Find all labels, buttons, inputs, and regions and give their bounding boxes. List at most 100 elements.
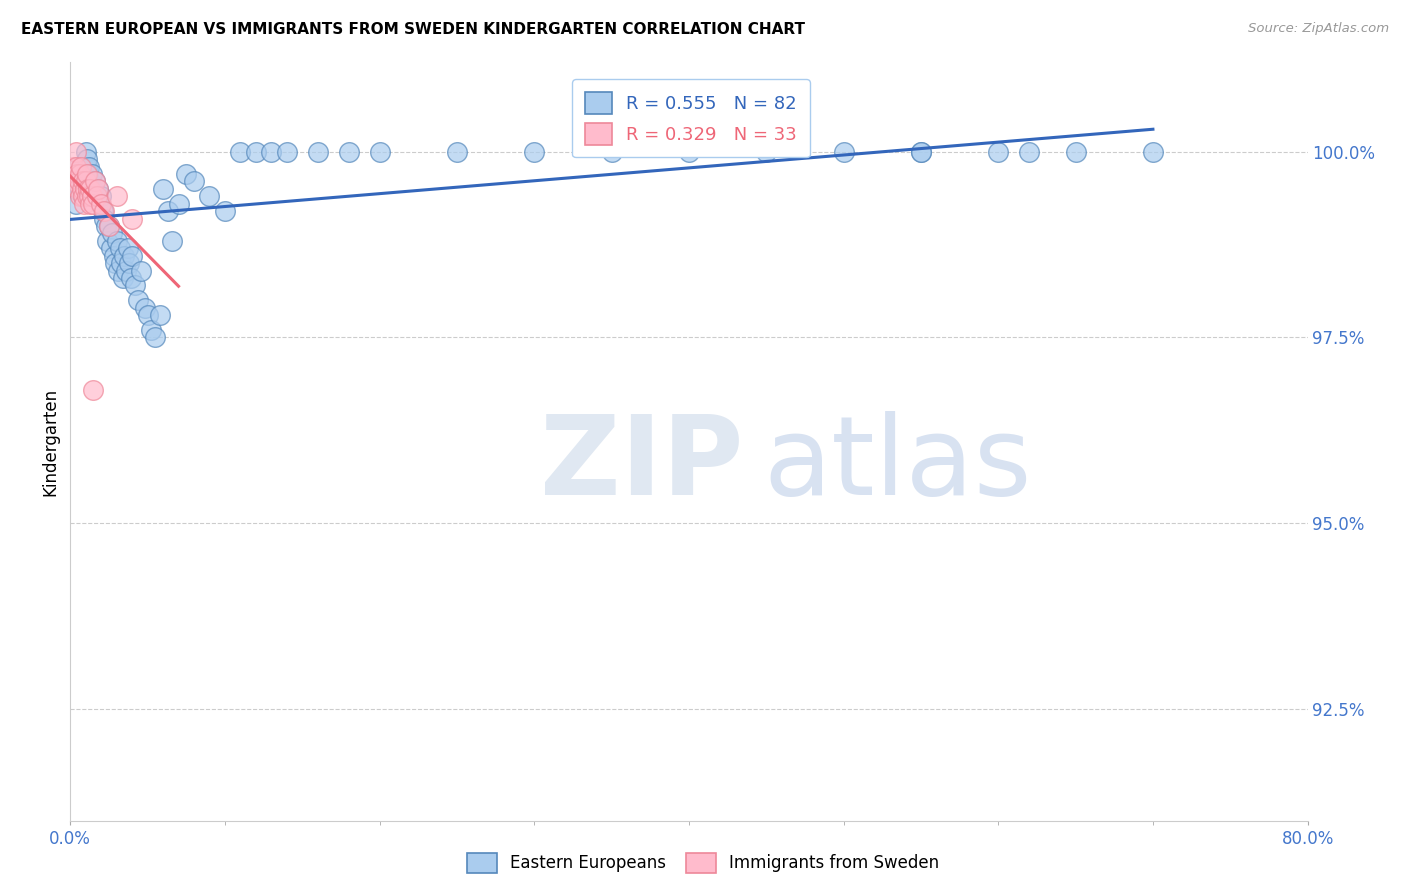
Point	[114, 249, 135, 263]
Point	[73, 182, 96, 196]
Point	[72, 174, 94, 188]
Point	[93, 211, 115, 226]
Point	[89, 196, 111, 211]
Point	[337, 145, 360, 159]
Point	[79, 174, 101, 188]
Point	[65, 160, 87, 174]
Point	[446, 145, 468, 159]
Point	[910, 145, 932, 159]
Point	[76, 189, 98, 203]
Point	[162, 234, 184, 248]
Point	[63, 182, 86, 196]
Point	[79, 196, 101, 211]
Point	[82, 182, 105, 196]
Point	[72, 189, 94, 203]
Text: Source: ZipAtlas.com: Source: ZipAtlas.com	[1249, 22, 1389, 36]
Point	[79, 182, 101, 196]
Point	[70, 160, 93, 174]
Point	[987, 145, 1010, 159]
Point	[121, 249, 143, 263]
Point	[98, 219, 120, 233]
Point	[120, 271, 142, 285]
Point	[73, 167, 96, 181]
Point	[368, 145, 391, 159]
Point	[156, 204, 179, 219]
Point	[910, 145, 932, 159]
Point	[260, 145, 283, 159]
Point	[69, 167, 91, 181]
Point	[70, 174, 93, 188]
Point	[72, 182, 94, 196]
Point	[755, 145, 778, 159]
Point	[139, 323, 162, 337]
Point	[67, 174, 90, 188]
Point	[80, 189, 103, 203]
Point	[76, 167, 98, 181]
Point	[104, 256, 127, 270]
Point	[105, 189, 128, 203]
Point	[117, 241, 139, 255]
Point	[131, 263, 153, 277]
Point	[70, 160, 93, 174]
Point	[167, 196, 190, 211]
Point	[149, 308, 172, 322]
Point	[229, 145, 252, 159]
Point	[183, 174, 205, 188]
Point	[87, 182, 110, 196]
Point	[84, 174, 107, 188]
Point	[63, 174, 86, 188]
Point	[105, 234, 128, 248]
Point	[82, 196, 105, 211]
Point	[66, 167, 89, 181]
Point	[77, 182, 100, 196]
Point	[90, 196, 112, 211]
Point	[600, 145, 623, 159]
Point	[77, 167, 100, 181]
Text: ZIP: ZIP	[540, 411, 744, 517]
Point	[67, 174, 90, 188]
Point	[75, 145, 97, 159]
Point	[111, 271, 134, 285]
Point	[77, 189, 100, 203]
Point	[69, 189, 91, 203]
Point	[108, 241, 131, 255]
Point	[70, 182, 93, 196]
Point	[84, 174, 107, 188]
Point	[100, 241, 122, 255]
Legend: Eastern Europeans, Immigrants from Sweden: Eastern Europeans, Immigrants from Swede…	[460, 847, 946, 880]
Point	[86, 189, 108, 203]
Point	[65, 145, 87, 159]
Point	[87, 182, 110, 196]
Point	[96, 234, 118, 248]
Point	[127, 293, 149, 308]
Point	[69, 182, 91, 196]
Point	[523, 145, 546, 159]
Point	[678, 145, 700, 159]
Point	[832, 145, 855, 159]
Point	[121, 211, 143, 226]
Point	[79, 182, 101, 196]
Point	[174, 167, 197, 181]
Point	[76, 152, 98, 166]
Point	[134, 301, 156, 315]
Point	[67, 160, 90, 174]
Point	[77, 160, 100, 174]
Point	[69, 167, 91, 181]
Point	[307, 145, 329, 159]
Point	[103, 249, 125, 263]
Point	[65, 196, 87, 211]
Point	[136, 308, 159, 322]
Point	[62, 160, 84, 174]
Point	[124, 278, 146, 293]
Point	[101, 227, 124, 241]
Point	[1142, 145, 1164, 159]
Point	[145, 330, 166, 344]
Point	[245, 145, 267, 159]
Point	[67, 182, 90, 196]
Point	[94, 219, 117, 233]
Point	[115, 263, 138, 277]
Text: EASTERN EUROPEAN VS IMMIGRANTS FROM SWEDEN KINDERGARTEN CORRELATION CHART: EASTERN EUROPEAN VS IMMIGRANTS FROM SWED…	[21, 22, 806, 37]
Point	[1018, 145, 1040, 159]
Y-axis label: Kindergarten: Kindergarten	[41, 387, 59, 496]
Point	[80, 189, 103, 203]
